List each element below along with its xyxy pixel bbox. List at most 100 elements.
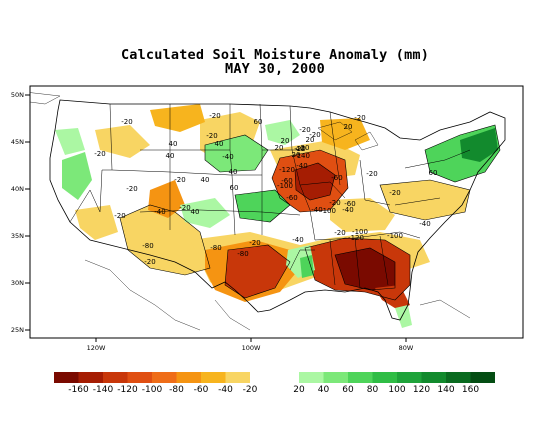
map-fills — [55, 104, 500, 328]
colorbar-label: 40 — [318, 385, 330, 395]
contour-label: -20 — [354, 114, 365, 122]
contour-label: -20 — [334, 229, 345, 237]
contour-label: -20 — [121, 118, 132, 126]
colorbar-swatch — [299, 372, 324, 383]
colorbar-label: -140 — [93, 385, 114, 395]
colorbar-swatch — [323, 372, 348, 383]
fill-north-orange — [150, 104, 205, 132]
colorbar-swatch — [127, 372, 152, 383]
colorbar-swatch — [176, 372, 201, 383]
contour-label: -20 — [309, 131, 320, 139]
contour-label: -100 — [352, 228, 368, 236]
contour-label: -80 — [142, 242, 153, 250]
fill-west-green — [62, 152, 92, 200]
contour-label: -60 — [286, 194, 297, 202]
colorbar-label: 20 — [293, 385, 305, 395]
fill-plains-green — [180, 198, 230, 228]
contour-lines — [119, 124, 501, 301]
contour-label: -20 — [249, 239, 260, 247]
contour-label: -20 — [94, 150, 105, 158]
colorbar-swatch — [201, 372, 226, 383]
contour-label: -120 — [279, 166, 295, 174]
lat-label: 50N — [11, 91, 24, 99]
contour-label: 20 — [275, 144, 284, 152]
contour-label: 60 — [429, 169, 438, 177]
colorbar-label: 80 — [367, 385, 379, 395]
lon-label: 80W — [399, 344, 414, 352]
fill-southeast-core — [335, 248, 395, 290]
lon-axis: 120W 100W 80W — [87, 338, 414, 352]
contour-label: 20 — [292, 151, 301, 159]
contour-label: 20 — [344, 123, 353, 131]
contour-label: -100 — [387, 232, 403, 240]
fill-mississippi-green — [300, 255, 314, 278]
colorbar-label: -160 — [68, 385, 89, 395]
colorbar-label: 140 — [437, 385, 454, 395]
contour-label: 20 — [306, 136, 315, 144]
contour-label: -120 — [348, 234, 364, 242]
colorbar-swatch — [78, 372, 103, 383]
contour-label: -20 — [209, 112, 220, 120]
colorbar-swatch — [250, 372, 275, 383]
colorbar-label: 160 — [462, 385, 479, 395]
fill-iowa-core — [295, 163, 335, 200]
contour-label: -40 — [342, 206, 353, 214]
lat-axis: 50N 45N 40N 35N 30N 25N — [11, 91, 30, 334]
contour-label: -20 — [299, 126, 310, 134]
colorbar-swatch — [446, 372, 471, 383]
fill-east-yellow — [380, 180, 470, 220]
fill-minnesota-green — [205, 135, 268, 172]
colorbar-label: 60 — [342, 385, 354, 395]
colorbar-label: -20 — [243, 385, 258, 395]
contour-label: -60 — [331, 174, 342, 182]
contour-label: -40 — [292, 236, 303, 244]
contour-label: 60 — [254, 118, 263, 126]
map-title: Calculated Soil Moisture Anomaly (mm) — [120, 47, 430, 63]
contour-label: -40 — [311, 206, 322, 214]
lon-label: 120W — [87, 344, 106, 352]
colorbar-label: -80 — [169, 385, 184, 395]
contour-label: 40 — [166, 152, 175, 160]
contour-label: -20 — [389, 189, 400, 197]
contour-label: -40 — [222, 153, 233, 161]
fill-northeast-dark — [460, 128, 498, 162]
colorbar-swatch — [397, 372, 422, 383]
fill-nebraska-green — [235, 190, 290, 222]
colorbar-swatch — [348, 372, 373, 383]
contour-label: -20 — [144, 258, 155, 266]
colorbar-swatch — [152, 372, 177, 383]
contour-label-layer: -20-20-20-20-20-20-20-20-20-20-20-20-20-… — [94, 112, 437, 266]
contour-label: -20 — [126, 185, 137, 193]
contour-label: -20 — [329, 199, 340, 207]
contour-label: -20 — [114, 212, 125, 220]
fill-texas-red — [225, 245, 290, 298]
contour-label: 40 — [191, 208, 200, 216]
contour-label: -40 — [154, 208, 165, 216]
colorbar-swatch — [470, 372, 495, 383]
contour-label: -20 — [206, 132, 217, 140]
fill-michigan-orange — [320, 118, 370, 150]
contour-label: 40 — [229, 168, 238, 176]
lat-label: 25N — [11, 326, 24, 334]
lat-label: 35N — [11, 232, 24, 240]
contour-label: -80 — [237, 250, 248, 258]
lat-label: 40N — [11, 185, 24, 193]
colorbar-swatch — [421, 372, 446, 383]
contour-label: -20 — [294, 145, 305, 153]
contour-label: -20 — [366, 170, 377, 178]
us-outline — [30, 92, 506, 331]
fill-ohio-yellow — [330, 198, 395, 232]
colorbar-swatch — [225, 372, 250, 383]
contour-label: -20 — [179, 204, 190, 212]
contour-label: -40 — [296, 162, 307, 170]
fill-idaho-yellow — [95, 125, 150, 158]
colorbar-label: -40 — [218, 385, 233, 395]
lat-label: 30N — [11, 279, 24, 287]
contour-label: 20 — [301, 144, 310, 152]
contour-label: 40 — [169, 140, 178, 148]
contour-label: -100 — [277, 182, 293, 190]
colorbar-swatch — [103, 372, 128, 383]
contour-label: -20 — [174, 176, 185, 184]
colorbar — [54, 372, 495, 383]
